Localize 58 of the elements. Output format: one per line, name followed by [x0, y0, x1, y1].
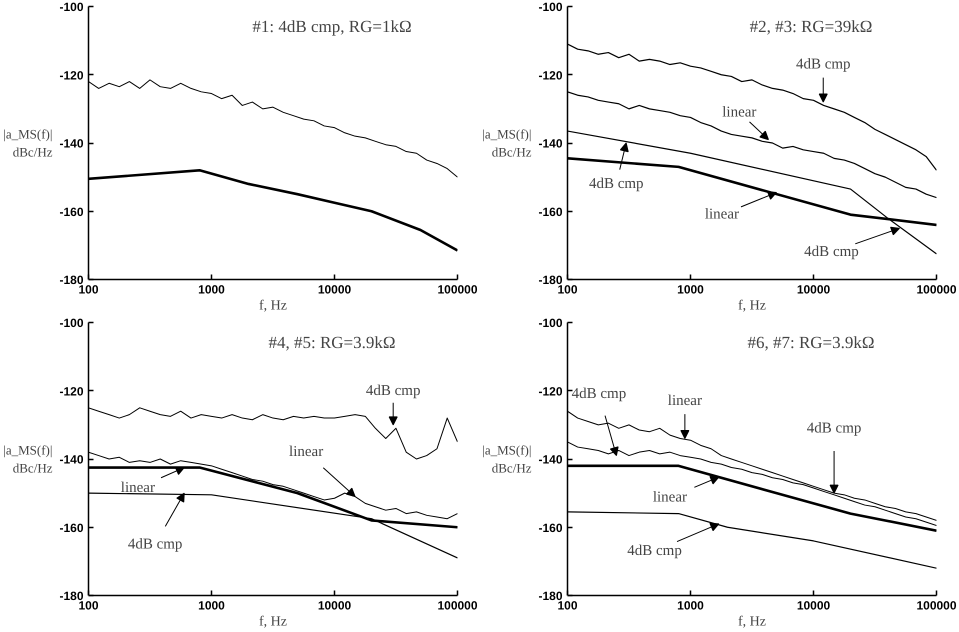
x-axis-title: f, Hz	[738, 614, 766, 630]
x-tick-label: 100000	[437, 598, 478, 612]
annotation: 4dB cmp	[796, 56, 851, 73]
x-tick-label: 10000	[796, 282, 831, 296]
x-tick-label: 100000	[437, 282, 478, 296]
x-axis-title: f, Hz	[259, 298, 288, 314]
annotation: 4dB cmp	[588, 176, 644, 192]
y-tick-label: -160	[538, 204, 563, 219]
y-axis-title: |a_MS(f)| dBc/Hz	[482, 126, 532, 160]
x-tick-label: 10000	[318, 282, 352, 296]
y-tick-label: -100	[538, 316, 563, 330]
y-axis-title: |a_MS(f)| dBc/Hz	[3, 442, 53, 476]
text: #6, #7: RG=3.9kΩ	[747, 333, 875, 352]
x-tick-label: 1000	[677, 282, 704, 296]
x-tick-label: 100000	[916, 282, 957, 296]
annotation: 4dB cmp	[572, 386, 626, 402]
text: #1: 4dB cmp, RG=1kΩ	[252, 17, 412, 36]
y-tick-label: -140	[538, 136, 563, 150]
annotation: 4dB cmp	[806, 420, 862, 436]
y-tick-label: -100	[538, 0, 563, 14]
y-tick-label: -160	[59, 520, 84, 535]
x-tick-label: 1000	[198, 282, 226, 296]
annotation: 4dB cmp	[128, 536, 182, 552]
annotation: linear	[704, 206, 739, 223]
annotation: 4dB cmp	[627, 543, 682, 560]
y-axis-title: |a_MS(f)| dBc/Hz	[3, 126, 53, 160]
x-tick-label: 1000	[677, 598, 704, 612]
text: #4, #5: RG=3.9kΩ	[268, 333, 396, 352]
y-tick-label: -120	[538, 384, 563, 398]
y-tick-label: -120	[59, 68, 84, 82]
x-tick-label: 100000	[916, 598, 957, 612]
annotation: linear	[652, 490, 687, 506]
y-tick-label: -100	[59, 0, 84, 14]
x-tick-label: 10000	[796, 598, 831, 612]
y-tick-label: -140	[59, 452, 84, 466]
y-tick-label: -160	[538, 520, 563, 535]
annotation: linear	[722, 104, 756, 120]
y-tick-label: -120	[59, 384, 84, 398]
annotation: 4dB cmp	[366, 382, 420, 399]
y-axis-title: |a_MS(f)| dBc/Hz	[482, 442, 532, 476]
y-tick-label: -120	[538, 68, 563, 82]
annotation: linear	[120, 480, 155, 496]
x-tick-label: 100	[557, 282, 578, 296]
y-tick-label: -160	[59, 204, 84, 219]
x-tick-label: 10000	[318, 598, 352, 612]
y-tick-label: -140	[59, 136, 84, 150]
x-tick-label: 100	[78, 282, 99, 296]
text: #2, #3: RG=39kΩ	[750, 17, 872, 36]
annotation: 4dB cmp	[804, 244, 859, 260]
x-tick-label: 1000	[198, 598, 226, 612]
x-tick-label: 100	[78, 598, 99, 612]
x-axis-title: f, Hz	[738, 298, 766, 314]
x-tick-label: 100	[557, 598, 578, 612]
y-tick-label: -100	[59, 316, 84, 330]
annotation: linear	[289, 444, 324, 460]
annotation: linear	[668, 392, 702, 409]
x-axis-title: f, Hz	[259, 614, 288, 630]
y-tick-label: -140	[538, 452, 563, 466]
